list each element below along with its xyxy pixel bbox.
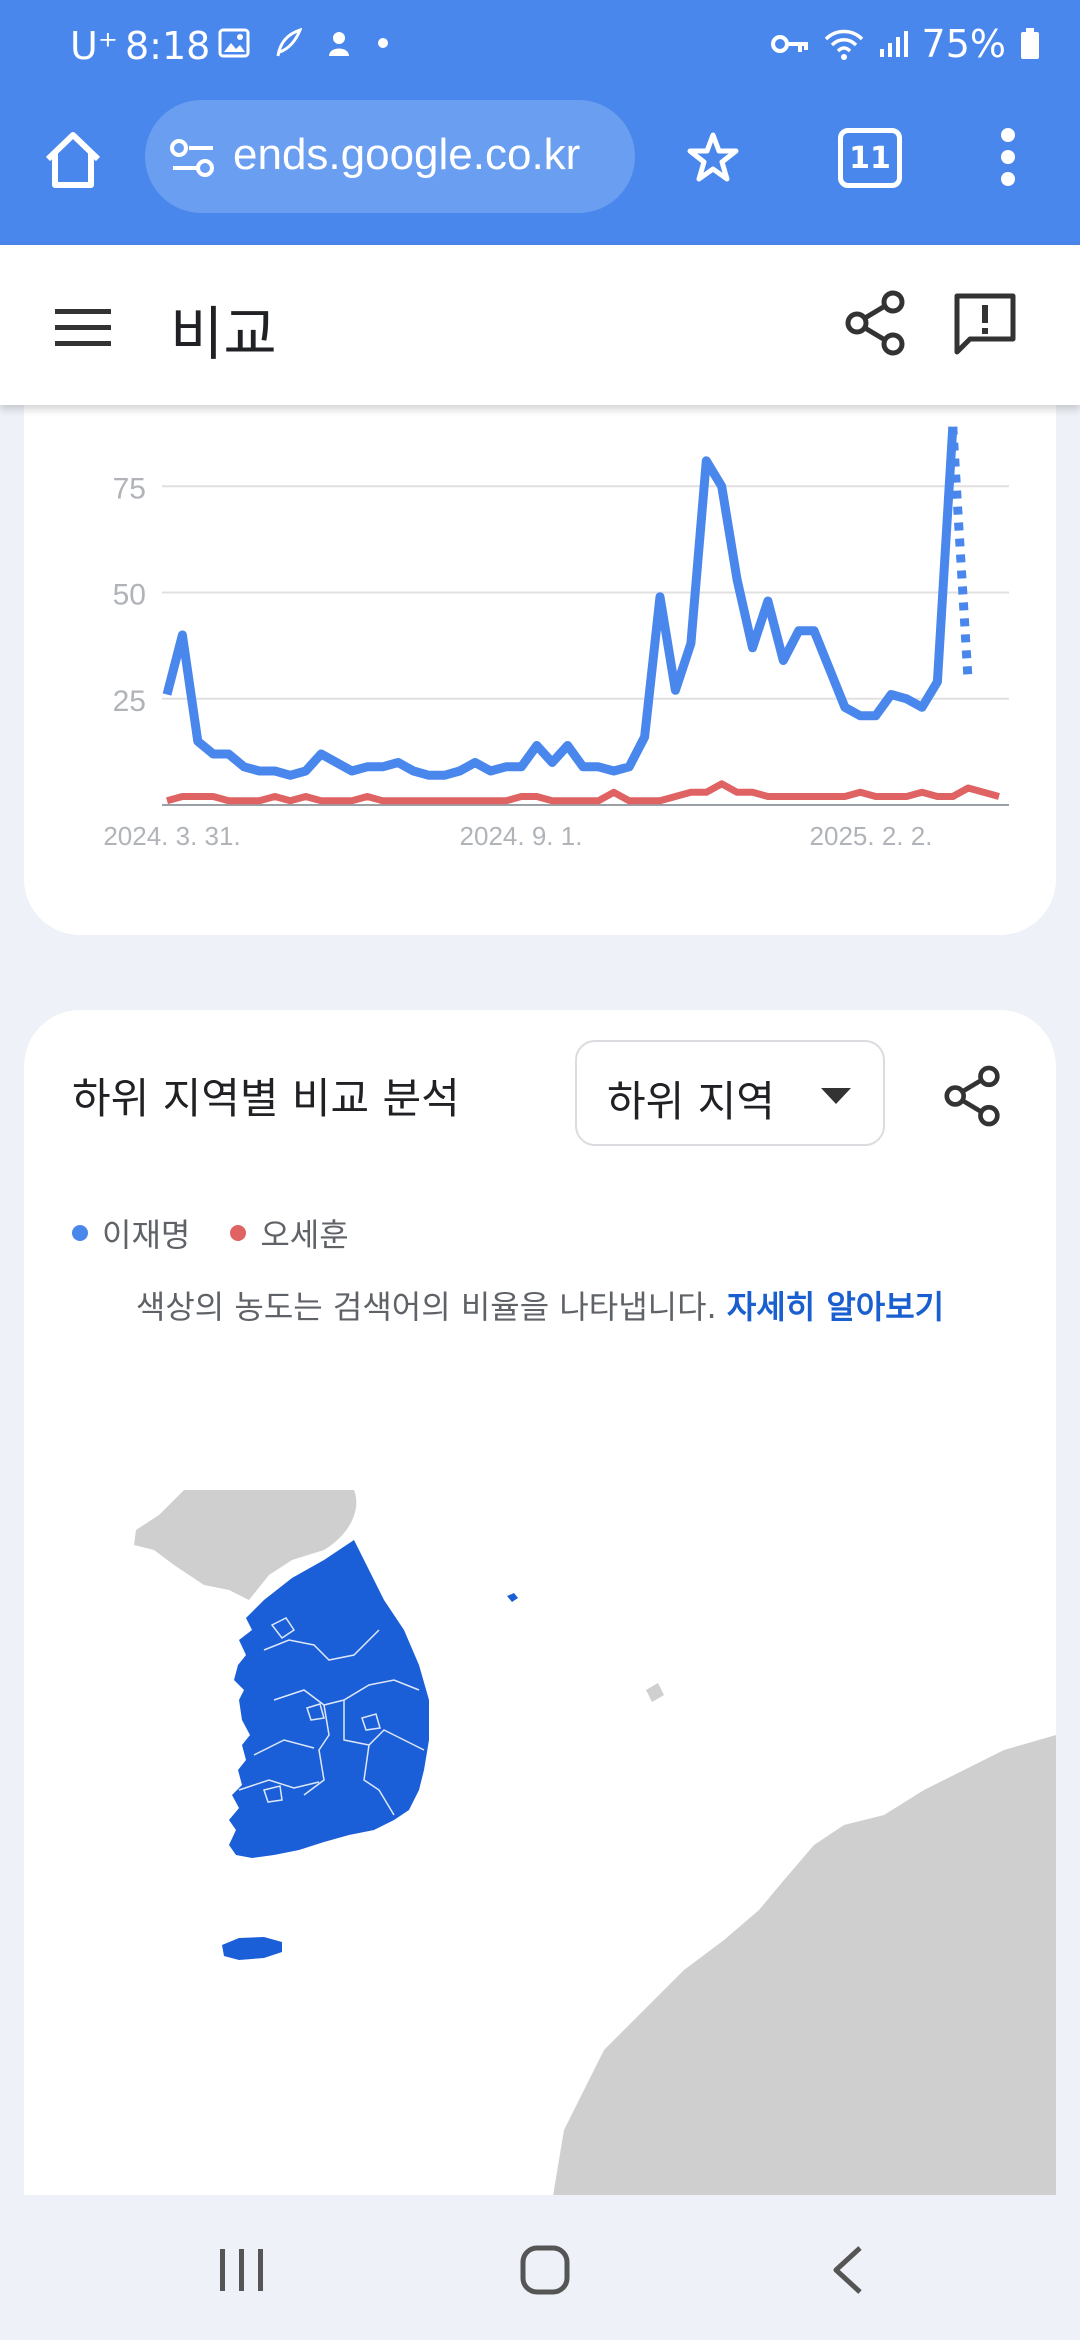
recent-apps-button[interactable] — [218, 2247, 266, 2297]
more-vertical-icon — [1001, 128, 1015, 186]
y-tick-label: 25 — [113, 685, 146, 718]
x-tick-label: 2024. 3. 31. — [103, 821, 240, 851]
clock: 8:18 — [125, 24, 211, 68]
y-tick-label: 75 — [113, 472, 146, 505]
star-icon — [687, 132, 739, 182]
tab-switcher-button[interactable]: 11 — [838, 128, 902, 188]
share-button[interactable] — [845, 290, 907, 360]
battery-percent: 75% — [921, 22, 1006, 66]
menu-button[interactable] — [55, 307, 111, 351]
island-icon — [646, 1683, 664, 1702]
notification-icons — [218, 28, 390, 58]
y-tick-label: 50 — [113, 579, 146, 612]
app-notification-icon — [329, 32, 349, 56]
back-button[interactable] — [830, 2245, 864, 2299]
note-text: 색상의 농도는 검색어의 비율을 나타냅니다. — [135, 1288, 717, 1326]
x-tick-label: 2024. 9. 1. — [460, 821, 583, 851]
home-button[interactable] — [38, 125, 108, 195]
home-circle-icon — [520, 2245, 570, 2295]
region-share-button[interactable] — [944, 1065, 1002, 1131]
legend-dot-icon — [72, 1225, 88, 1241]
jeju-island[interactable] — [222, 1937, 282, 1960]
map-legend: 이재명 오세훈 — [72, 1210, 349, 1256]
region-comparison-card: 하위 지역별 비교 분석 하위 지역 이재명 오세훈 색상의 농도는 검색어의 … — [24, 1010, 1056, 2260]
neighbor-land-japan — [544, 1735, 1056, 2260]
region-level-dropdown[interactable]: 하위 지역 — [575, 1040, 885, 1146]
legend-item-2: 오세훈 — [230, 1210, 349, 1256]
status-bar: U⁺ 8:18 75% — [0, 0, 1080, 95]
hamburger-icon — [55, 309, 111, 346]
recent-apps-icon — [220, 2249, 263, 2291]
interest-over-time-card: 25 50 75 2024. 3. 31. 2024. 9. 1. 2025. 2. 2. — [24, 350, 1056, 935]
vpn-key-icon — [770, 35, 808, 53]
share-icon — [944, 1065, 1000, 1127]
system-home-button[interactable] — [520, 2245, 570, 2299]
share-icon — [845, 290, 905, 356]
ulleung-island — [507, 1593, 518, 1602]
tab-count: 11 — [849, 140, 891, 176]
caret-down-icon — [821, 1088, 851, 1104]
province-borders — [238, 1617, 425, 1816]
dropdown-value: 하위 지역 — [607, 1077, 775, 1126]
series-line-osehoon — [166, 780, 1000, 805]
learn-more-link[interactable]: 자세히 알아보기 — [726, 1288, 945, 1326]
legend-label: 이재명 — [102, 1216, 191, 1254]
legend-item-1: 이재명 — [72, 1210, 190, 1256]
series-line-leejaemyung — [162, 426, 958, 780]
legend-dot-icon — [230, 1225, 247, 1241]
legend-label: 오세훈 — [260, 1216, 349, 1254]
line-chart: 25 50 75 2024. 3. 31. 2024. 9. 1. 2025. 2. 2. — [103, 426, 1009, 851]
url-text: ends.google.co.kr — [233, 130, 581, 179]
projection-line — [948, 426, 973, 683]
battery-icon — [1021, 28, 1039, 59]
site-settings-icon — [170, 139, 214, 177]
feedback-button[interactable] — [952, 291, 1018, 361]
bookmark-button[interactable] — [685, 130, 741, 190]
x-tick-label: 2025. 2. 2. — [810, 821, 933, 851]
signal-icon — [879, 31, 908, 57]
address-bar[interactable]: ends.google.co.kr — [145, 100, 635, 213]
feather-icon — [276, 28, 302, 57]
home-icon — [45, 132, 101, 188]
section-title: 하위 지역별 비교 분석 — [72, 1074, 460, 1123]
browser-menu-button[interactable] — [1000, 127, 1016, 191]
feedback-icon — [954, 293, 1016, 355]
back-chevron-icon — [833, 2246, 862, 2294]
more-dot-icon — [378, 38, 388, 48]
browser-toolbar: ends.google.co.kr 11 — [0, 95, 1080, 245]
page-title: 비교 — [170, 300, 277, 368]
korea-region-map[interactable] — [24, 1490, 1056, 2260]
color-intensity-note: 색상의 농도는 검색어의 비율을 나타냅니다. 자세히 알아보기 — [24, 1282, 1056, 1328]
carrier-label: U⁺ — [70, 24, 118, 68]
wifi-icon — [824, 29, 863, 60]
south-korea-region[interactable] — [229, 1540, 429, 1858]
gallery-icon — [218, 28, 250, 58]
neighbor-land-north — [134, 1490, 357, 1600]
system-navigation-bar — [0, 2195, 1080, 2340]
app-header: 비교 — [0, 245, 1080, 405]
